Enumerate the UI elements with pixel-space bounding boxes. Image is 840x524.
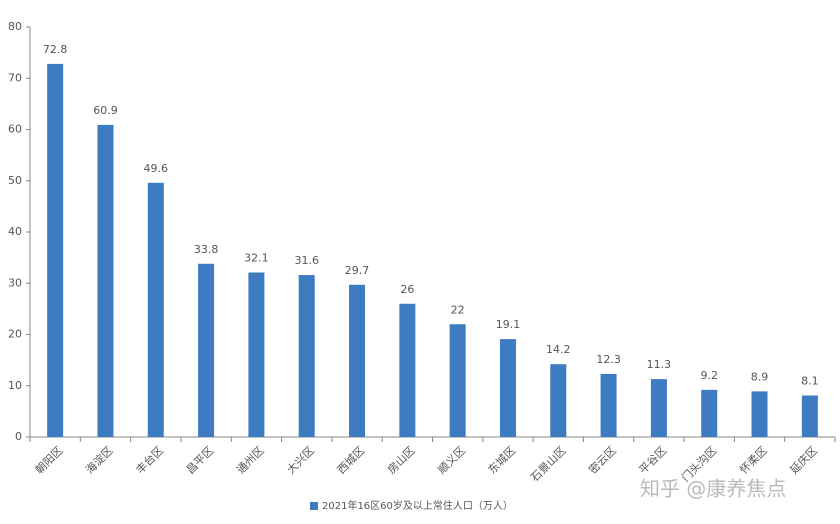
legend-label: 2021年16区60岁及以上常住人口（万人） xyxy=(322,499,513,512)
bar xyxy=(600,373,617,437)
y-tick-label: 30 xyxy=(8,276,22,289)
bar xyxy=(701,389,718,437)
value-label: 12.3 xyxy=(596,353,621,366)
y-tick-label: 40 xyxy=(8,225,22,238)
bar xyxy=(147,182,164,437)
x-tick-label: 石景山区 xyxy=(528,444,568,484)
bar xyxy=(449,324,466,437)
x-tick-label: 延庆区 xyxy=(787,443,820,476)
bar xyxy=(298,275,315,437)
bar xyxy=(399,303,416,437)
x-tick-label: 昌平区 xyxy=(184,444,217,477)
y-tick-label: 50 xyxy=(8,174,22,187)
y-tick-label: 70 xyxy=(8,71,22,84)
x-tick-label: 平谷区 xyxy=(637,444,670,477)
x-tick-label: 朝阳区 xyxy=(33,444,66,477)
value-label: 33.8 xyxy=(194,243,219,256)
x-tick-label: 西城区 xyxy=(335,444,368,477)
bar xyxy=(47,63,64,438)
bar xyxy=(801,395,818,437)
bar xyxy=(650,379,667,437)
x-tick-label: 东城区 xyxy=(486,444,519,477)
value-label: 32.1 xyxy=(244,251,269,264)
value-label: 60.9 xyxy=(93,104,118,117)
value-label: 19.1 xyxy=(496,318,521,331)
watermark: 知乎 @康养焦点 xyxy=(640,477,786,501)
x-tick-label: 大兴区 xyxy=(284,443,317,476)
value-label: 8.9 xyxy=(751,370,769,383)
value-label: 72.8 xyxy=(43,43,68,56)
value-label: 26 xyxy=(400,283,414,296)
x-tick-label: 房山区 xyxy=(385,444,418,477)
bar xyxy=(499,339,516,437)
x-tick-label: 顺义区 xyxy=(435,444,468,477)
bar xyxy=(751,391,768,437)
y-tick-label: 10 xyxy=(8,379,22,392)
x-tick-label: 怀柔区 xyxy=(737,444,770,477)
bar xyxy=(349,284,366,437)
bar xyxy=(550,364,567,437)
y-tick-label: 60 xyxy=(8,123,22,136)
x-tick-label: 海淀区 xyxy=(82,443,115,476)
legend-swatch xyxy=(310,502,318,510)
x-tick-label: 通州区 xyxy=(234,444,267,477)
value-label: 11.3 xyxy=(647,358,672,371)
x-tick-label: 丰台区 xyxy=(133,443,166,476)
bar xyxy=(97,124,114,437)
value-label: 14.2 xyxy=(546,343,571,356)
value-label: 49.6 xyxy=(144,162,169,175)
bar xyxy=(248,272,265,437)
value-label: 8.1 xyxy=(801,374,819,387)
y-tick-label: 80 xyxy=(8,20,22,33)
value-label: 9.2 xyxy=(700,369,718,382)
y-tick-label: 0 xyxy=(15,430,22,443)
x-tick-label: 密云区 xyxy=(586,443,619,476)
value-label: 22 xyxy=(451,303,465,316)
y-tick-label: 20 xyxy=(8,328,22,341)
value-label: 31.6 xyxy=(294,254,319,267)
bar xyxy=(198,263,215,437)
value-label: 29.7 xyxy=(345,264,370,277)
